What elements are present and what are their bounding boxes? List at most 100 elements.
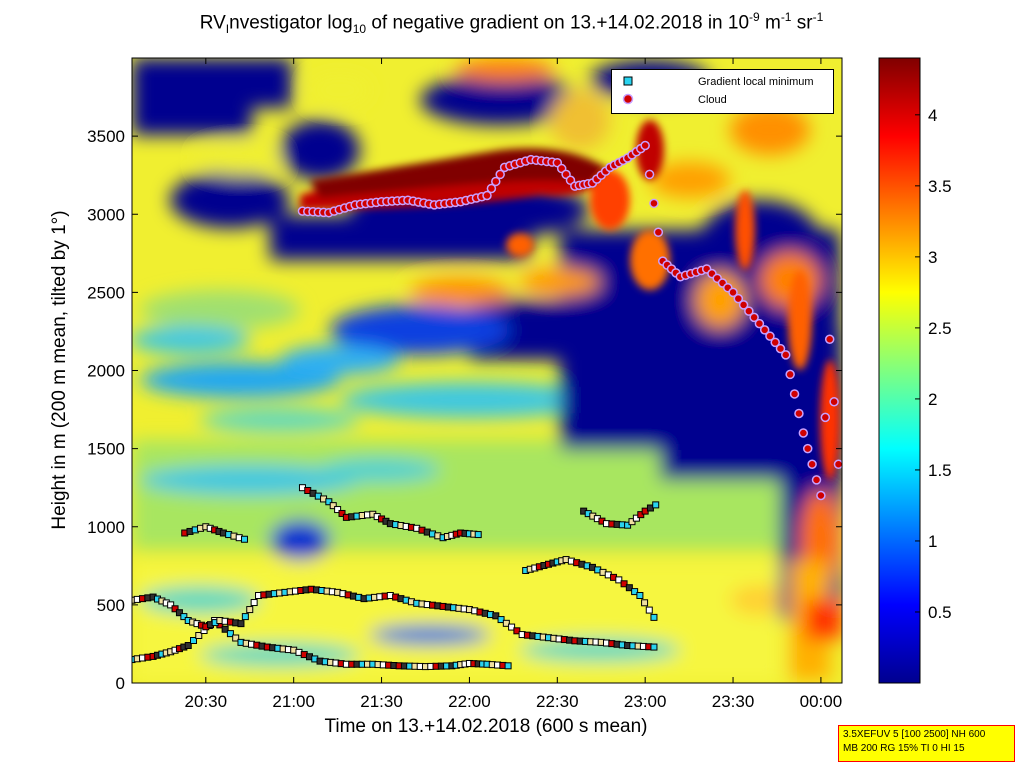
info-box: 3.5XEFUV 5 [100 2500] NH 600 MB 200 RG 1… [838,725,1015,762]
gradient-minimum-point [232,634,240,642]
cloud-point [824,334,835,344]
y-tick-label: 500 [97,596,125,615]
cloud-point [794,408,804,419]
colorbar-tick-label: 1 [928,532,937,551]
cloud-point [653,227,664,237]
gradient-minimum-point [615,576,623,584]
cloud-point [811,475,822,485]
cloud-point [775,343,786,354]
colorbar-axis: 0.5 1 1.5 2 2.5 3 3.5 4 [915,106,952,622]
gradient-minimum-point [167,601,175,609]
gradient-minimum-point [171,605,179,613]
gradient-minimum-point [502,619,510,627]
gradient-minimum-point [508,623,516,631]
gradient-minimum-point [624,521,632,529]
gradient-minimum-point [241,613,249,621]
gradient-minimum-point [645,606,653,614]
cloud-point [798,428,809,438]
cloud-point [759,325,770,335]
gradient-minimum-point [641,599,649,607]
circle-marker-icon [620,93,636,108]
cloud-point [644,169,655,180]
x-axis-label: Time on 13.+14.02.2018 (600 s mean) [324,716,648,737]
x-tick-label: 21:00 [272,692,315,711]
gradient-minimum-point [184,642,192,649]
gradient-minimum-point [325,498,333,506]
gradient-minimum-point [221,625,229,633]
gradient-minimum-point [625,584,633,592]
cloud-point [833,459,842,469]
gradient-minimum-point [650,613,658,621]
cloud-point [486,183,497,194]
markers-layer [132,140,842,671]
cloud-point [733,293,744,304]
cloud-point [765,331,775,341]
legend: Gradient local minimum Cloud [611,69,834,114]
gradient-minimum-point [240,535,248,543]
colorbar-tick-label: 4 [928,106,937,125]
cloud-point [785,369,795,380]
colorbar-tick-label: 2 [928,390,937,409]
colorbar-tick-label: 1.5 [928,461,952,480]
gradient-minimum-point [175,609,183,617]
cloud-point [738,300,749,310]
colorbar-tick-label: 0.5 [928,603,952,622]
gradient-minimum-point [474,531,482,539]
info-line-1: 3.5XEFUV 5 [100 2500] NH 600 [843,729,986,740]
chart-title: RVInvestigator log10 of negative gradien… [199,10,824,37]
cloud-point [744,306,754,316]
y-tick-label: 1000 [87,518,125,537]
gradient-minimum-point [631,588,639,596]
x-tick-label: 22:30 [536,692,579,711]
cloud-point [829,397,839,407]
cloud-point [491,176,501,187]
gradient-minimum-point [334,506,342,514]
legend-label: Cloud [698,94,727,106]
y-tick-label: 1500 [87,440,125,459]
y-tick-label: 3500 [87,127,125,146]
gradient-minimum-point [180,613,188,621]
gradient-minimum-point [190,637,198,644]
gradient-minimum-point [497,616,505,624]
cloud-point [807,459,817,469]
cloud-point [781,350,791,360]
square-marker-icon [620,76,636,89]
heatmap-background [132,58,842,683]
gradient-minimum-point [620,580,628,588]
cloud-point [802,443,813,454]
gradient-minimum-point [504,662,512,670]
y-tick-label: 2000 [87,362,125,381]
colorbar-tick-label: 2.5 [928,319,952,338]
y-tick-label: 0 [116,674,125,693]
gradient-minimum-point [513,627,521,635]
gradient-minimum-point [632,514,640,522]
gradient-minimum-point [338,509,346,517]
y-axis: 0 500 1000 1500 2000 2500 3000 3500 [87,127,842,693]
gradient-minimum-point [637,511,645,519]
cloud-point [770,337,780,348]
gradient-minimum-point [329,502,337,510]
gradient-minimum-point [652,501,660,509]
cloud-point [754,318,765,329]
gradient-minimum-point [492,612,500,620]
x-tick-label: 23:00 [624,692,667,711]
y-tick-label: 2500 [87,283,125,302]
colorbar [878,57,921,684]
gradient-minimum-point [650,643,658,651]
x-tick-label: 20:30 [185,692,228,711]
legend-label: Gradient local minimum [698,76,814,88]
cloud-point [649,198,659,209]
x-tick-label: 22:00 [448,692,491,711]
colorbar-tick-label: 3 [928,248,937,267]
gradient-minimum-point [628,518,636,526]
gradient-minimum-point [250,599,258,607]
cloud-point [640,140,650,151]
legend-item-cloud: Cloud [620,92,727,108]
cloud-point [789,389,800,399]
x-axis: 20:30 21:00 21:30 22:00 22:30 23:00 23:30 00:00 [185,58,842,711]
legend-item-gradient: Gradient local minimum [620,74,814,90]
gradient-minimum-point [195,632,203,639]
cloud-point [749,312,759,323]
cloud-point [495,169,505,180]
